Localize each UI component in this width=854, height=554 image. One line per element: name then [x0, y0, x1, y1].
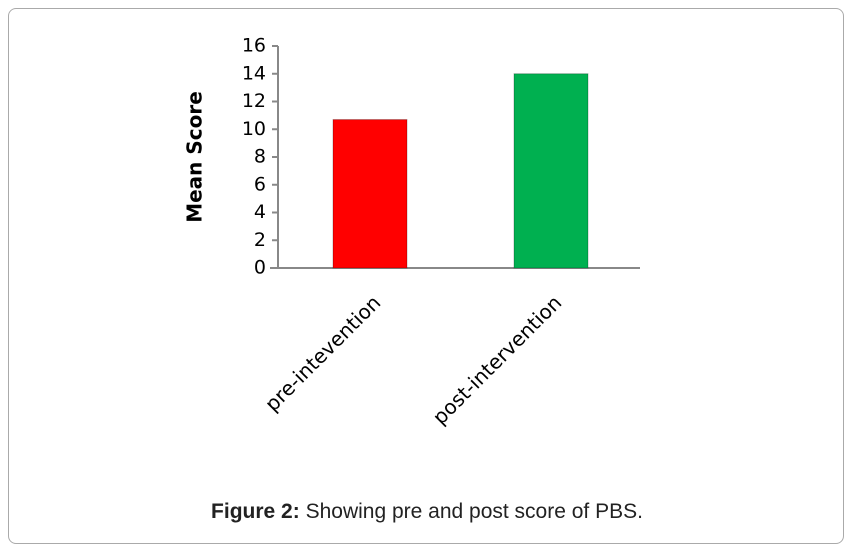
x-tick-label: post-intervention — [428, 290, 567, 429]
y-tick-label: 6 — [254, 173, 266, 195]
caption-label: Figure 2: — [211, 500, 300, 523]
figure-frame — [8, 8, 844, 544]
caption: Figure 2: Showing pre and post score of … — [0, 500, 854, 524]
x-tick-label: pre-intevention — [260, 290, 386, 416]
y-axis-label: Mean Score — [183, 91, 207, 223]
y-tick-label: 12 — [242, 90, 266, 112]
y-tick-label: 10 — [242, 118, 266, 140]
caption-text: Showing pre and post score of PBS. — [305, 500, 643, 523]
bar — [513, 73, 589, 269]
y-tick-label: 16 — [242, 35, 266, 57]
bar — [332, 119, 408, 269]
y-tick-label: 4 — [254, 201, 266, 223]
y-tick-label: 8 — [254, 146, 266, 168]
y-tick-label: 2 — [254, 229, 266, 251]
y-tick-label: 14 — [242, 62, 266, 84]
y-tick-label: 0 — [254, 257, 266, 279]
